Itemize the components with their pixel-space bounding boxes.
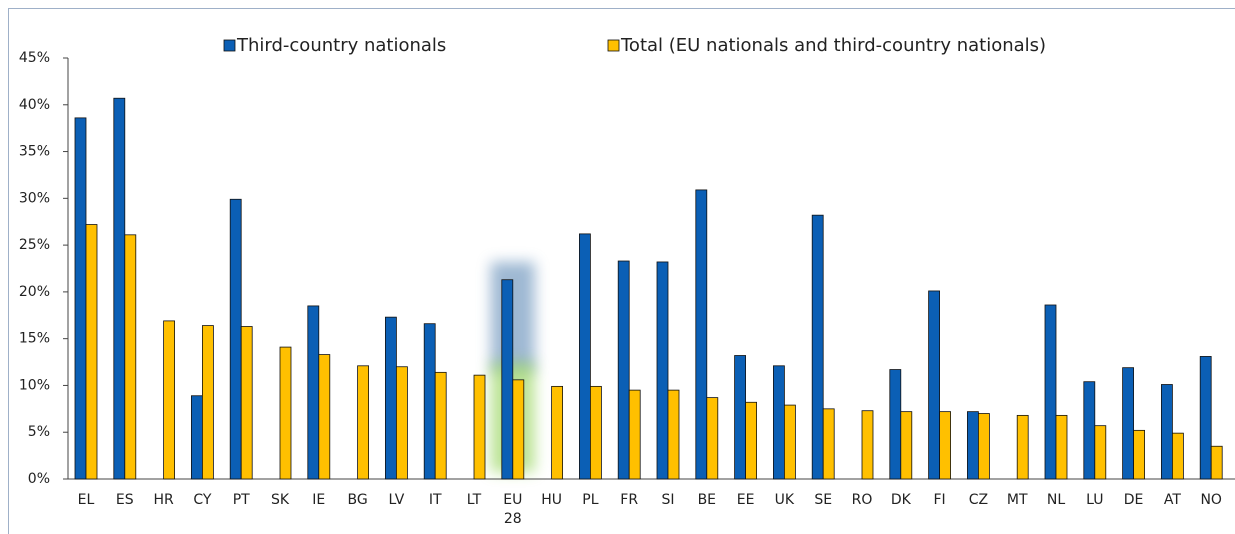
- bar: [978, 413, 990, 480]
- legend-label: Third-country nationals: [236, 35, 446, 56]
- bar: [307, 305, 320, 480]
- x-tick-label: MT: [1007, 492, 1028, 508]
- bar: [512, 379, 525, 480]
- bar: [773, 365, 785, 480]
- bar: [357, 365, 370, 480]
- bar: [1199, 356, 1212, 480]
- x-tick-label: ES: [116, 492, 134, 508]
- x-tick-label: LU: [1086, 492, 1103, 508]
- bar: [501, 279, 514, 480]
- x-tick-label: EL: [78, 492, 95, 508]
- x-tick-label: FI: [934, 492, 946, 508]
- bar: [551, 385, 563, 480]
- bar: [590, 385, 602, 480]
- bar: [1161, 384, 1173, 480]
- bar: [1083, 381, 1096, 480]
- x-tick-label: EE: [737, 492, 755, 508]
- x-tick-label: BG: [347, 492, 367, 508]
- x-tick-label: SE: [814, 492, 832, 508]
- y-tick-label: 35%: [19, 144, 50, 160]
- x-tick-label: PL: [582, 492, 598, 508]
- y-tick-label: 30%: [19, 190, 50, 206]
- x-tick-label: HU: [541, 492, 562, 508]
- bar: [1055, 414, 1068, 480]
- y-tick-label: 10%: [19, 377, 50, 393]
- x-tick-label: NO: [1200, 492, 1222, 508]
- x-tick-label: SI: [661, 492, 674, 508]
- bar: [124, 234, 137, 480]
- bar: [85, 224, 98, 480]
- bar: [434, 371, 447, 480]
- bar: [861, 410, 874, 480]
- x-tick-label: HR: [153, 492, 174, 508]
- x-tick-label: LT: [467, 492, 482, 508]
- x-tick-label: UK: [775, 492, 795, 508]
- bar: [734, 355, 746, 480]
- bar: [1016, 414, 1029, 480]
- bar: [163, 320, 176, 480]
- x-tick-label: CZ: [969, 492, 988, 508]
- x-tick-label: LV: [388, 492, 404, 508]
- bar: [617, 260, 630, 480]
- bar: [695, 189, 708, 480]
- bar: [811, 214, 824, 480]
- bar: [395, 366, 408, 480]
- legend-swatch: [223, 39, 236, 52]
- x-tick-label: AT: [1164, 492, 1181, 508]
- bar: [1210, 445, 1223, 480]
- bar: [473, 374, 486, 480]
- bar: [113, 97, 126, 480]
- y-tick-label: 5%: [28, 424, 50, 440]
- bar: [229, 198, 242, 480]
- bar: [240, 326, 253, 480]
- y-tick-label: 0%: [28, 471, 50, 487]
- bar: [822, 408, 835, 480]
- y-tick-label: 45%: [19, 50, 50, 66]
- x-tick-label: FR: [620, 492, 638, 508]
- bar: [1044, 304, 1057, 480]
- bar: [579, 233, 591, 480]
- x-tick-label: IE: [312, 492, 325, 508]
- x-tick-label: RO: [852, 492, 873, 508]
- bar: [889, 369, 902, 480]
- bar: [967, 411, 979, 480]
- x-tick-label: DE: [1124, 492, 1144, 508]
- x-tick-label: IT: [429, 492, 442, 508]
- x-tick-label: PT: [233, 492, 250, 508]
- bar: [190, 395, 203, 480]
- bar: [384, 316, 397, 480]
- bar: [900, 411, 913, 480]
- bar: [784, 404, 796, 480]
- bar: [279, 346, 292, 480]
- bar: [667, 389, 680, 480]
- x-tick-label: EU 28: [503, 492, 522, 527]
- bar: [1094, 425, 1107, 480]
- bar: [745, 401, 757, 480]
- x-tick-label: CY: [193, 492, 212, 508]
- bar: [628, 389, 641, 480]
- bar: [939, 411, 951, 480]
- y-tick-label: 40%: [19, 97, 50, 113]
- x-tick-label: SK: [271, 492, 290, 508]
- chart-frame: [8, 8, 1235, 534]
- bar: [318, 354, 331, 480]
- x-tick-label: BE: [698, 492, 716, 508]
- bar: [201, 325, 214, 480]
- x-tick-label: NL: [1047, 492, 1065, 508]
- bar: [1133, 429, 1145, 480]
- bar: [656, 261, 669, 480]
- bar: [706, 397, 719, 480]
- y-tick-label: 25%: [19, 237, 50, 253]
- bar: [423, 323, 436, 480]
- bar: [1122, 367, 1134, 480]
- y-tick-label: 20%: [19, 284, 50, 300]
- legend-swatch: [607, 39, 620, 52]
- x-tick-label: DK: [891, 492, 912, 508]
- bar: [1172, 432, 1184, 480]
- bar: [74, 117, 87, 480]
- legend-label: Total (EU nationals and third-country na…: [620, 35, 1046, 56]
- y-tick-label: 15%: [19, 331, 50, 347]
- bar: [928, 290, 940, 480]
